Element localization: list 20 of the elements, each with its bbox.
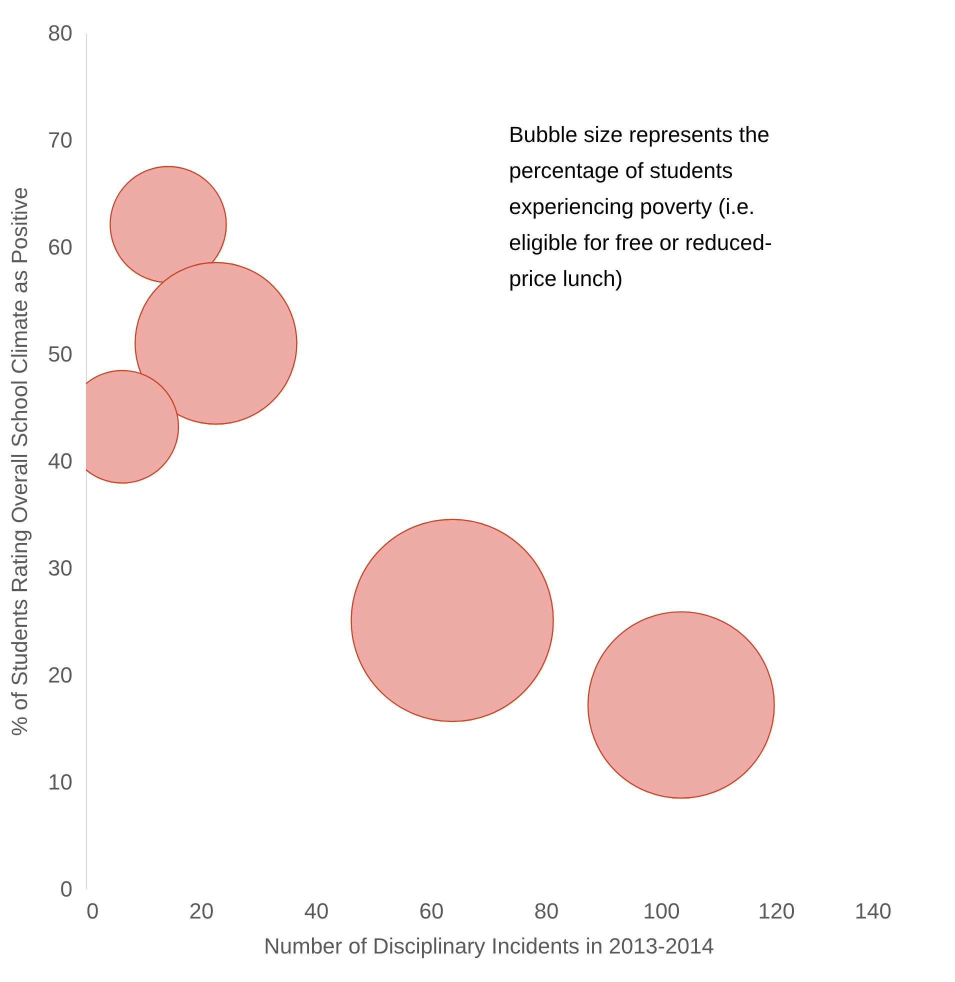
y-tick-label: 60 <box>48 234 72 260</box>
x-tick-label: 120 <box>758 898 795 924</box>
y-tick-label: 10 <box>48 770 72 794</box>
y-tick-label: 40 <box>48 448 72 474</box>
x-tick-label: 20 <box>189 898 214 924</box>
x-tick-label: 100 <box>643 898 680 924</box>
y-tick-label: 30 <box>48 556 72 580</box>
y-axis-title: % of Students Rating Overall School Climate as Positive <box>7 186 32 736</box>
x-tick-label: 40 <box>304 898 329 924</box>
x-tick-label: 0 <box>86 898 99 924</box>
x-axis-title: Number of Disciplinary Incidents in 2013-2014 <box>264 934 714 958</box>
x-tick-label: 140 <box>854 898 892 924</box>
annotation: Bubble size represents the percentage of students experiencing poverty (i.e. eligible for free or reduced-price lunch) <box>509 122 772 291</box>
y-tick-label: 70 <box>48 128 72 152</box>
y-tick-label: 20 <box>48 662 72 688</box>
y-tick-label: 50 <box>48 342 72 366</box>
x-tick-label: 80 <box>534 898 559 924</box>
y-tick-label: 0 <box>60 876 72 902</box>
x-tick-label: 60 <box>419 898 444 924</box>
y-tick-label: 80 <box>48 20 72 46</box>
